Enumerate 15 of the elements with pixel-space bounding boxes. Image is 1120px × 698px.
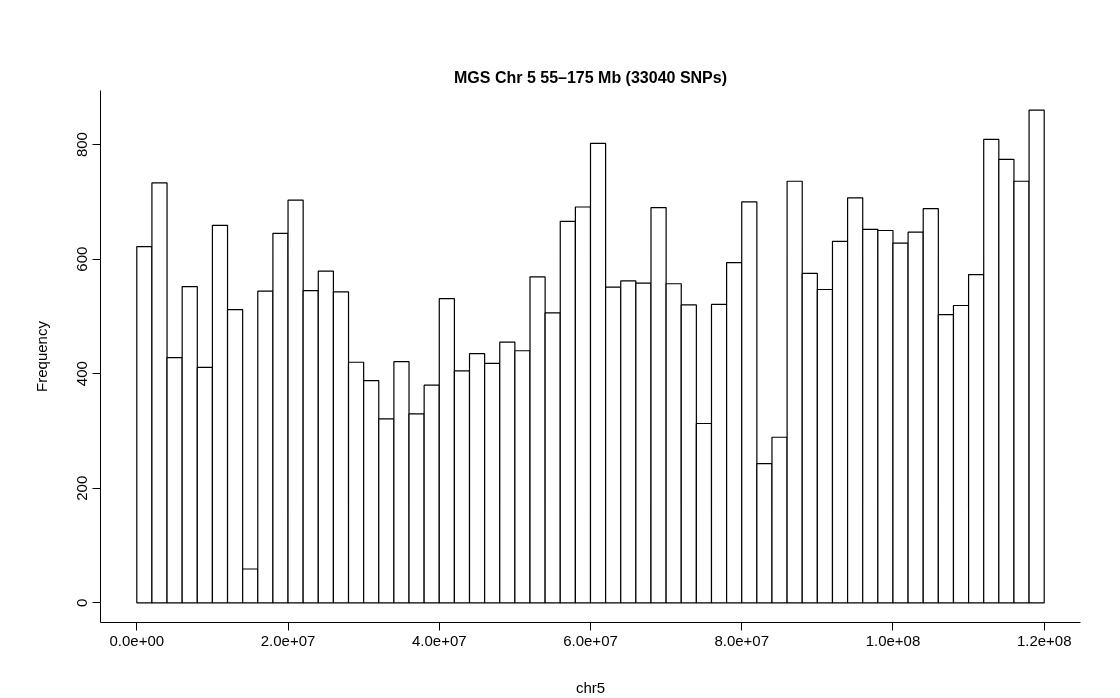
y-tick-label: 400 [73, 361, 91, 387]
x-tick-label: 1.0e+08 [865, 631, 921, 649]
x-tick-label: 2.0e+07 [260, 631, 316, 649]
x-tick-label: 4.0e+07 [411, 631, 467, 649]
x-axis-title: chr5 [575, 678, 606, 696]
y-axis-title: Frequency [32, 320, 50, 392]
chart-title: MGS Chr 5 55–175 Mb (33040 SNPs) [454, 68, 728, 86]
y-tick-label: 0 [73, 598, 91, 607]
y-tick-label: 200 [73, 475, 91, 501]
x-tick-label: 6.0e+07 [563, 631, 618, 649]
x-tick-label: 8.0e+07 [714, 631, 770, 649]
x-tick-label: 0.0e+00 [109, 631, 165, 649]
x-tick-label: 1.2e+08 [1016, 631, 1072, 649]
y-tick-label: 600 [73, 246, 91, 272]
y-tick-label: 800 [73, 132, 91, 158]
